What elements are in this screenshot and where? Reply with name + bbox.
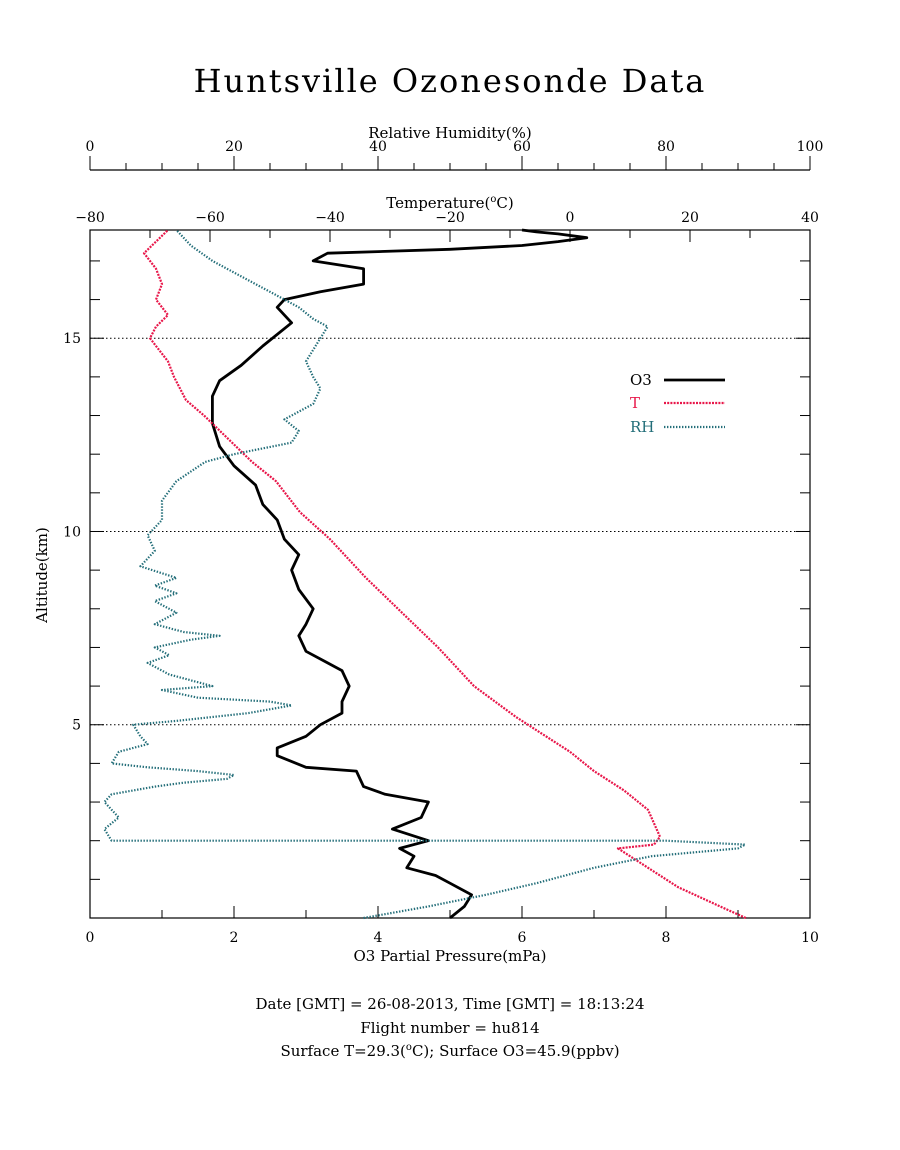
temperature-tick-label: −20	[435, 210, 465, 226]
altitude-tick-label: 15	[63, 331, 81, 347]
rh-tick-label: 20	[225, 139, 243, 155]
legend-entry-t: T	[630, 394, 725, 412]
temperature-tick-label: −40	[315, 210, 345, 226]
temperature-tick-label: −60	[195, 210, 225, 226]
o3-tick-label: 8	[662, 930, 671, 946]
rh-tick-label: 60	[513, 139, 531, 155]
altitude-axis-label: Altitude(km)	[33, 527, 51, 624]
o3-tick-label: 10	[801, 930, 819, 946]
legend-label-o3: O3	[630, 371, 652, 389]
legend: O3 T RH	[630, 371, 725, 436]
o3-axis-label: O3 Partial Pressure(mPa)	[353, 947, 546, 965]
legend-label-rh: RH	[630, 418, 654, 436]
rh-tick-label: 40	[369, 139, 387, 155]
data-series	[103, 228, 747, 920]
rh-tick-label: 80	[657, 139, 675, 155]
footer-flight-number: Flight number = hu814	[360, 1019, 540, 1037]
temperature-tick-label: 0	[566, 210, 575, 226]
o3-tick-label: 2	[230, 930, 239, 946]
series-line-o3	[210, 228, 589, 920]
o3-tick-label: 4	[374, 930, 383, 946]
temperature-axis-label: Temperature(oC)	[386, 194, 514, 212]
rh-tick-label: 0	[86, 139, 95, 155]
legend-label-t: T	[630, 394, 640, 412]
o3-tick-label: 6	[518, 930, 527, 946]
gridlines	[90, 337, 810, 726]
rh-tick-label: 100	[797, 139, 824, 155]
chart-title: Huntsville Ozonesonde Data	[194, 62, 707, 100]
temperature-tick-label: 20	[681, 210, 699, 226]
series-line-rh	[103, 229, 747, 920]
legend-entry-o3: O3	[630, 371, 725, 389]
axes: 5 10 15 0 2 4 6 8 10 −80 −60 −40 −20 0 20 40 0 20 40 60 80 10…	[63, 139, 823, 946]
footer-date-time: Date [GMT] = 26-08-2013, Time [GMT] = 18…	[255, 995, 645, 1013]
rh-axis-label: Relative Humidity(%)	[368, 124, 531, 142]
series-line-t	[142, 229, 747, 920]
plot-frame	[89, 229, 811, 919]
footer-surface-values: Surface T=29.3(oC); Surface O3=45.9(ppbv…	[280, 1042, 620, 1060]
altitude-tick-label: 10	[63, 524, 81, 540]
legend-entry-rh: RH	[630, 418, 725, 436]
temperature-tick-label: 40	[801, 210, 819, 226]
altitude-tick-label: 5	[72, 718, 81, 734]
o3-tick-label: 0	[86, 930, 95, 946]
temperature-tick-label: −80	[75, 210, 105, 226]
